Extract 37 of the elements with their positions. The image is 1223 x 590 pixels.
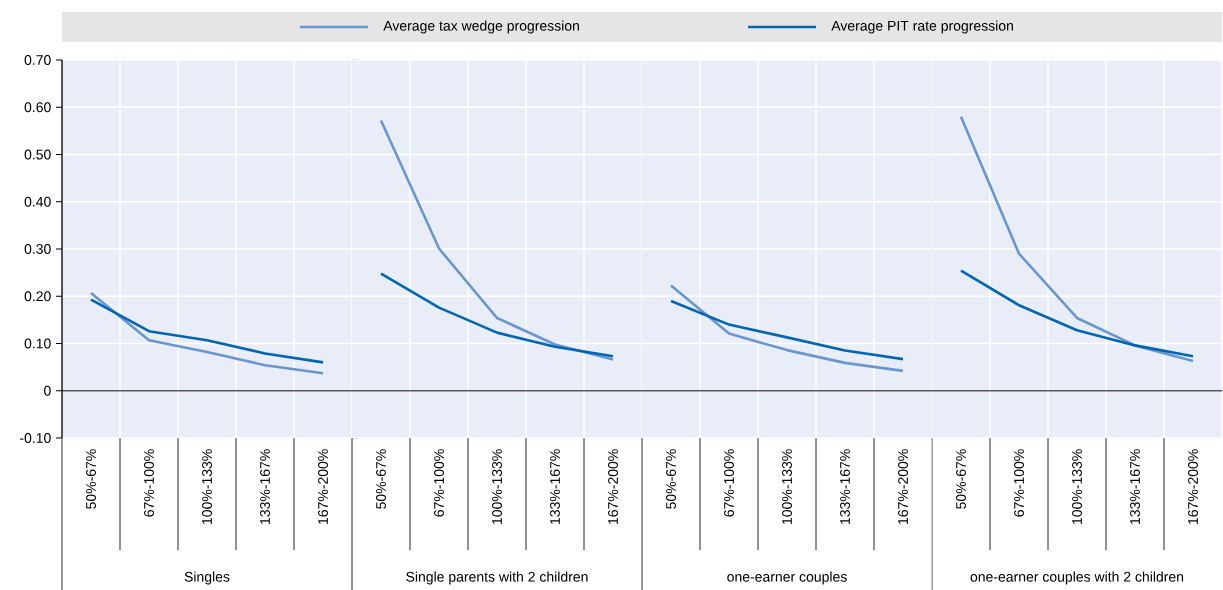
x-axis-title: one-earner couples (727, 571, 847, 585)
x-tick-label: 133%-167% (260, 449, 270, 524)
x-tick-label: 67%-100% (724, 449, 734, 517)
x-tick-label: 67%-100% (434, 449, 444, 517)
legend-label: Average tax wedge progression (383, 20, 579, 34)
x-tick-label: 167%-200% (608, 449, 618, 524)
y-tick-label: 0.50 (24, 149, 51, 160)
x-tick-label: 67%-100% (1014, 449, 1024, 517)
x-tick-label: 133%-167% (550, 449, 560, 524)
x-tick-label: 167%-200% (898, 449, 908, 524)
x-axis-title: Singles (184, 571, 230, 585)
x-tick-label: 50%-67% (666, 449, 676, 509)
y-tick-label: 0.40 (24, 196, 51, 207)
x-tick-label: 100%-133% (782, 449, 792, 524)
y-tick-label: 0.20 (24, 291, 51, 302)
x-axis-title: Single parents with 2 children (406, 571, 588, 585)
y-tick-label: 0.70 (24, 55, 51, 65)
x-tick-label: 100%-133% (492, 449, 502, 524)
y-tick-label: 0.10 (24, 338, 51, 349)
line-series (89, 291, 325, 375)
x-tick-label: 167%-200% (1188, 449, 1198, 524)
x-tick-label: 50%-67% (956, 449, 966, 509)
y-tick-label: 0.30 (24, 244, 51, 254)
x-tick-label: 100%-133% (1072, 449, 1082, 524)
x-tick-label: 133%-167% (1130, 449, 1140, 524)
x-tick-label: 133%-167% (840, 449, 850, 524)
x-tick-label: 50%-67% (86, 449, 96, 509)
y-tick-label: 0 (44, 385, 51, 396)
x-tick-label: 50%-67% (376, 449, 386, 509)
x-tick-label: 67%-100% (144, 449, 154, 517)
x-tick-label: 100%-133% (202, 449, 212, 524)
x-tick-label: 167%-200% (318, 449, 328, 524)
y-tick-label: -0.10 (20, 433, 51, 443)
legend-label: Average PIT rate progression (831, 20, 1013, 34)
y-tick-label: 0.60 (24, 102, 51, 113)
line-series (89, 298, 325, 364)
x-axis-title: one-earner couples with 2 children (970, 571, 1184, 585)
